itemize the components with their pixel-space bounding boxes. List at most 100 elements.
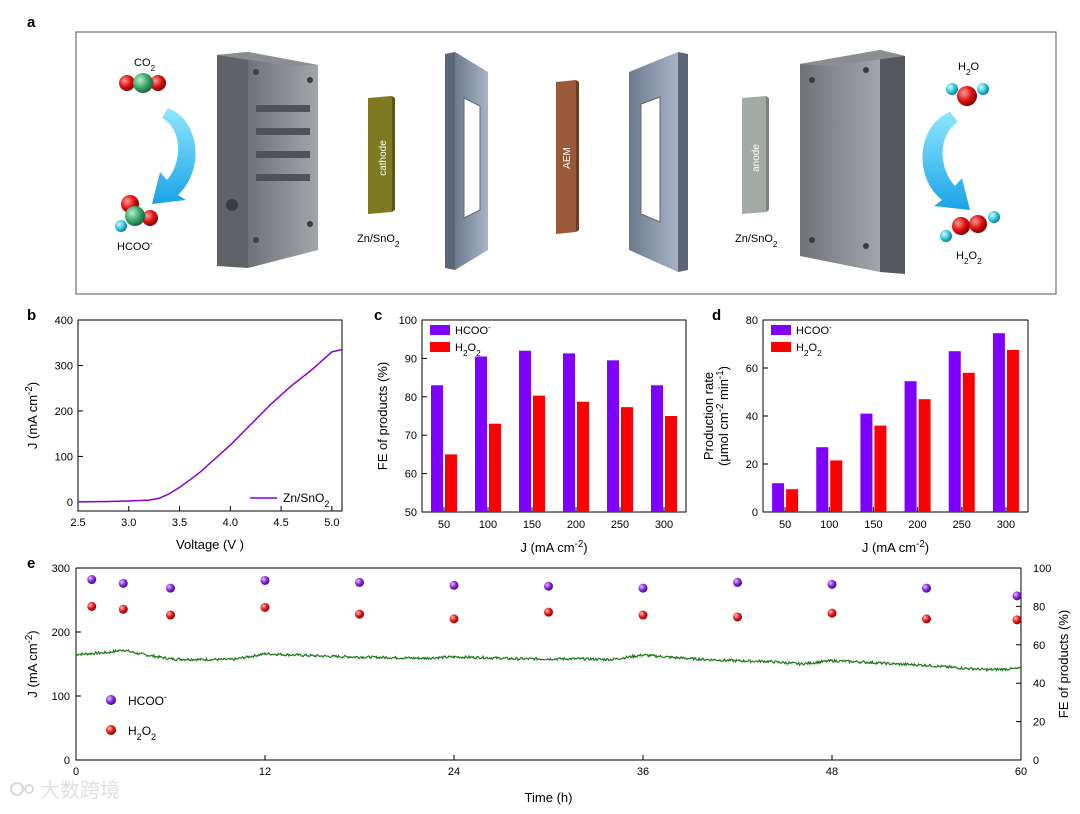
x-tick-label: 12 (259, 766, 271, 778)
y-right-tick-label: 20 (1033, 717, 1045, 729)
aem-label: AEM (562, 147, 573, 169)
co2-molecule-icon (119, 73, 166, 93)
x-tick-label: 48 (826, 766, 838, 778)
y-tick-label: 40 (746, 411, 758, 423)
bar-h2o2 (577, 401, 589, 512)
anode-electrode: anode (742, 96, 769, 214)
cathode-label: cathode (378, 140, 389, 176)
bar-h2o2 (621, 407, 633, 512)
x-tick-label: 300 (997, 519, 1015, 531)
x-axis-label: Voltage (V ) (176, 537, 244, 552)
co2-label: CO2 (134, 57, 156, 73)
chart-c: 50 60 70 80 90 100 50 100 150 200 250 300 HCOO- H2O2 J… (375, 315, 687, 555)
cathode-electrode: cathode (368, 96, 395, 214)
scatter-point-h2o2 (922, 614, 931, 624)
bar-hcoo (475, 356, 487, 512)
hcoo-molecule-icon (115, 195, 158, 232)
y-tick-label: 0 (67, 497, 73, 509)
y-tick-label: 60 (405, 469, 417, 481)
x-tick-label: 0 (73, 766, 79, 778)
curved-arrow-right-icon (922, 112, 970, 210)
legend-marker-hcoo (106, 695, 116, 705)
y-axis-label: J (mA cm-2) (24, 382, 41, 449)
bar-h2o2 (445, 454, 457, 512)
legend-label-hcoo: HCOO- (128, 692, 167, 708)
y-right-tick-label: 0 (1033, 755, 1039, 767)
anode-label: anode (751, 144, 762, 172)
scatter-point-hcoo (260, 575, 270, 585)
y-right-tick-label: 80 (1033, 601, 1045, 613)
scatter-point-hcoo (544, 581, 553, 591)
y-tick-label: 80 (746, 315, 758, 327)
y-tick-label: 90 (405, 353, 417, 365)
x-tick-label: 5.0 (324, 517, 339, 529)
bar-hcoo (651, 385, 663, 512)
y-tick-label: 100 (55, 451, 73, 463)
scatter-point-h2o2 (827, 608, 837, 618)
x-tick-label: 250 (953, 519, 971, 531)
y-tick-label: 80 (405, 392, 417, 404)
y-axis-label: J (mA cm-2) (24, 630, 41, 697)
y-tick-label: 100 (399, 315, 417, 327)
legend-swatch-h2o2 (430, 342, 450, 352)
y-right-tick-label: 60 (1033, 640, 1045, 652)
h2o2-label: H2O2 (956, 250, 982, 266)
bar-h2o2 (489, 423, 501, 512)
legend-label-h2o2: H2O2 (128, 724, 156, 742)
scatter-point-h2o2 (544, 607, 553, 617)
plot-frame (77, 319, 343, 512)
scatter-point-hcoo (166, 583, 175, 593)
panel-d: d 0 20 40 60 80 50 100 150 200 250 300 HCOO- H2O2 J (… (701, 307, 1029, 555)
y-axis-label-units: (μmol cm-2 min-1) (715, 366, 732, 466)
legend-marker-h2o2 (106, 725, 116, 735)
bar-h2o2 (918, 399, 931, 512)
y-tick-label: 0 (64, 755, 70, 767)
panel-c: c 50 60 70 80 90 100 50 100 150 200 250 300 HCOO- H2O… (374, 307, 687, 555)
x-tick-label: 250 (611, 519, 629, 531)
h2o-molecule-icon (946, 83, 989, 106)
curved-arrow-left-icon (152, 108, 196, 204)
h2o-label: H2O (958, 61, 980, 77)
legend-swatch-h2o2 (771, 342, 791, 352)
legend-label-hcoo: HCOO- (796, 323, 832, 338)
x-axis-label: Time (h) (525, 790, 573, 805)
left-end-plate (217, 52, 318, 268)
y-tick-label: 300 (52, 563, 70, 575)
bar-hcoo (519, 350, 531, 512)
x-tick-label: 100 (820, 519, 838, 531)
right-end-plate (800, 50, 905, 274)
y-tick-label: 20 (746, 459, 758, 471)
y-right-tick-label: 100 (1033, 563, 1051, 575)
scatter-point-hcoo (118, 578, 128, 588)
scatter-point-hcoo (87, 575, 97, 585)
bar-hcoo (816, 447, 829, 512)
panel-e-letter: e (27, 555, 35, 572)
bar-hcoo (431, 385, 443, 512)
x-tick-label: 4.0 (223, 517, 238, 529)
y-right-axis-label: FE of products (%) (1056, 610, 1071, 718)
scatter-point-hcoo (922, 583, 931, 593)
bar-h2o2 (962, 372, 975, 512)
scatter-point-h2o2 (118, 604, 128, 614)
h2o2-molecule-icon (940, 211, 1000, 242)
legend-label-hcoo: HCOO- (455, 323, 491, 338)
scatter-point-hcoo (355, 577, 364, 587)
y-tick-label: 70 (405, 430, 417, 442)
x-tick-label: 200 (908, 519, 926, 531)
legend-label-h2o2: H2O2 (796, 342, 822, 358)
watermark: 大数跨境 (10, 779, 120, 802)
panel-a-letter: a (27, 14, 36, 31)
panel-e: e 0 12 24 36 48 60 0 100 200 300 0 20 40 60 80 100 HCOO-… (24, 555, 1072, 805)
x-tick-label: 4.5 (273, 517, 288, 529)
y-tick-label: 60 (746, 363, 758, 375)
x-tick-label: 200 (567, 519, 585, 531)
legend-label-h2o2: H2O2 (455, 342, 481, 358)
x-tick-label: 100 (479, 519, 497, 531)
left-gasket-frame (445, 52, 488, 270)
x-tick-label: 50 (438, 519, 450, 531)
scatter-point-h2o2 (638, 610, 648, 620)
x-tick-label: 150 (864, 519, 882, 531)
x-tick-label: 300 (655, 519, 673, 531)
panel-a: a CO2 HCOO- (27, 14, 1057, 295)
